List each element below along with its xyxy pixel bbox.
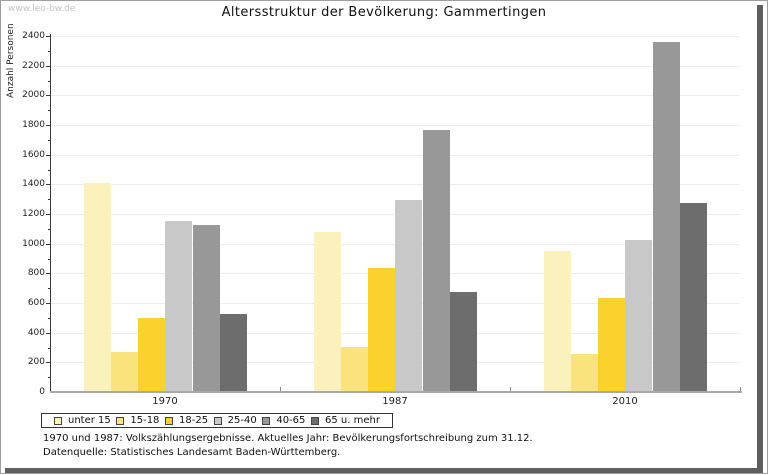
legend-box: unter 15 15-18 18-25 25-40 40-65 65 u. mehr	[41, 413, 393, 428]
y-major-tick	[46, 154, 50, 156]
bar-25-40-1987	[395, 199, 423, 391]
y-major-tick	[46, 214, 50, 215]
bar-18-25-1970	[138, 318, 166, 391]
y-major-tick	[46, 184, 50, 186]
legend-swatch	[213, 416, 222, 425]
x-boundary-tick	[510, 387, 511, 391]
y-tick-label: 400	[27, 327, 45, 338]
bar-15-18-2010	[570, 353, 599, 391]
y-tick-label: 1400	[22, 179, 45, 190]
x-boundary-tick	[740, 387, 741, 391]
y-minor-tick	[48, 377, 50, 379]
grid-line	[50, 154, 740, 156]
y-minor-tick	[48, 139, 50, 141]
grid-line	[50, 243, 740, 245]
y-minor-tick	[48, 199, 50, 201]
y-minor-tick	[48, 288, 50, 290]
bar-65-u-mehr-1987	[449, 292, 477, 391]
y-tick-label: 1600	[22, 149, 45, 160]
legend-label: 15-18	[130, 414, 160, 426]
window-shadow-bottom	[5, 468, 763, 473]
y-major-tick	[46, 36, 50, 37]
bar-40-65-1970	[192, 224, 220, 391]
x-axis-line	[50, 391, 742, 393]
legend-item: 15-18	[116, 414, 160, 426]
footnote-sources: 1970 und 1987: Volkszählungsergebnisse. …	[43, 433, 533, 444]
y-tick-label: 2400	[22, 31, 45, 41]
y-tick-label: 0	[39, 387, 45, 397]
y-major-tick	[46, 243, 50, 245]
y-tick-label: 200	[27, 357, 45, 368]
bar-25-40-2010	[625, 240, 653, 391]
x-category-label: 1987	[382, 396, 408, 407]
legend-item: 40-65	[262, 414, 306, 426]
y-axis-line	[50, 34, 51, 393]
y-major-tick	[46, 125, 50, 126]
chart-title: Altersstruktur der Bevölkerung: Gammerti…	[221, 5, 547, 20]
bar-65-u-mehr-1970	[219, 313, 247, 391]
legend-item: 65 u. mehr	[310, 414, 380, 426]
legend-swatch	[54, 416, 62, 425]
legend-label: 18-25	[179, 414, 209, 426]
legend-label: unter 15	[68, 414, 111, 426]
bar-15-18-1970	[110, 352, 139, 391]
y-tick-label: 600	[27, 298, 45, 308]
y-tick-label: 2000	[22, 90, 45, 101]
y-minor-tick	[48, 347, 50, 349]
x-boundary-tick	[280, 387, 281, 391]
y-minor-tick	[48, 228, 50, 230]
bar-unter-15-1970	[83, 183, 111, 391]
legend-item: 25-40	[213, 414, 257, 426]
window-shadow-right	[757, 5, 763, 469]
bar-18-25-1987	[368, 267, 396, 391]
y-major-tick	[46, 303, 50, 304]
y-minor-tick	[48, 110, 50, 112]
grid-line	[50, 36, 740, 37]
bar-40-65-2010	[652, 42, 680, 391]
grid-line	[50, 65, 740, 67]
y-tick-label: 2200	[22, 60, 45, 71]
bar-65-u-mehr-2010	[679, 202, 707, 391]
footnote-dataquelle: Datenquelle: Statistisches Landesamt Bad…	[43, 447, 341, 458]
legend-swatch	[116, 416, 125, 425]
y-minor-tick	[48, 50, 50, 52]
y-minor-tick	[48, 317, 50, 319]
y-major-tick	[46, 65, 50, 67]
legend-label: 25-40	[227, 414, 257, 426]
legend-swatch	[262, 416, 271, 425]
x-category-label: 2010	[612, 396, 638, 407]
y-tick-label: 1800	[22, 120, 45, 130]
x-category-label: 1970	[152, 396, 178, 407]
y-tick-label: 800	[27, 268, 45, 279]
bar-25-40-1970	[165, 221, 193, 391]
legend-swatch	[165, 416, 174, 425]
y-major-tick	[46, 332, 50, 334]
bar-18-25-2010	[598, 297, 626, 391]
y-major-tick	[46, 273, 50, 275]
y-tick-label: 1000	[22, 238, 45, 249]
grid-line	[50, 214, 740, 215]
legend-label: 65 u. mehr	[324, 414, 380, 426]
legend-label: 40-65	[276, 414, 306, 426]
legend-swatch	[310, 416, 319, 425]
y-minor-tick	[48, 258, 50, 260]
y-major-tick	[46, 95, 50, 97]
legend-item: unter 15	[54, 414, 111, 426]
bar-unter-15-2010	[543, 250, 571, 391]
grid-line	[50, 95, 740, 97]
bar-unter-15-1987	[313, 232, 341, 391]
watermark-text: www.leo-bw.de	[8, 4, 76, 14]
y-minor-tick	[48, 169, 50, 171]
y-tick-label: 1200	[22, 209, 45, 219]
y-minor-tick	[48, 80, 50, 82]
bar-40-65-1987	[422, 129, 450, 391]
bar-15-18-1987	[340, 346, 369, 391]
y-major-tick	[46, 362, 50, 364]
grid-line	[50, 184, 740, 186]
grid-line	[50, 125, 740, 126]
legend-item: 18-25	[165, 414, 209, 426]
